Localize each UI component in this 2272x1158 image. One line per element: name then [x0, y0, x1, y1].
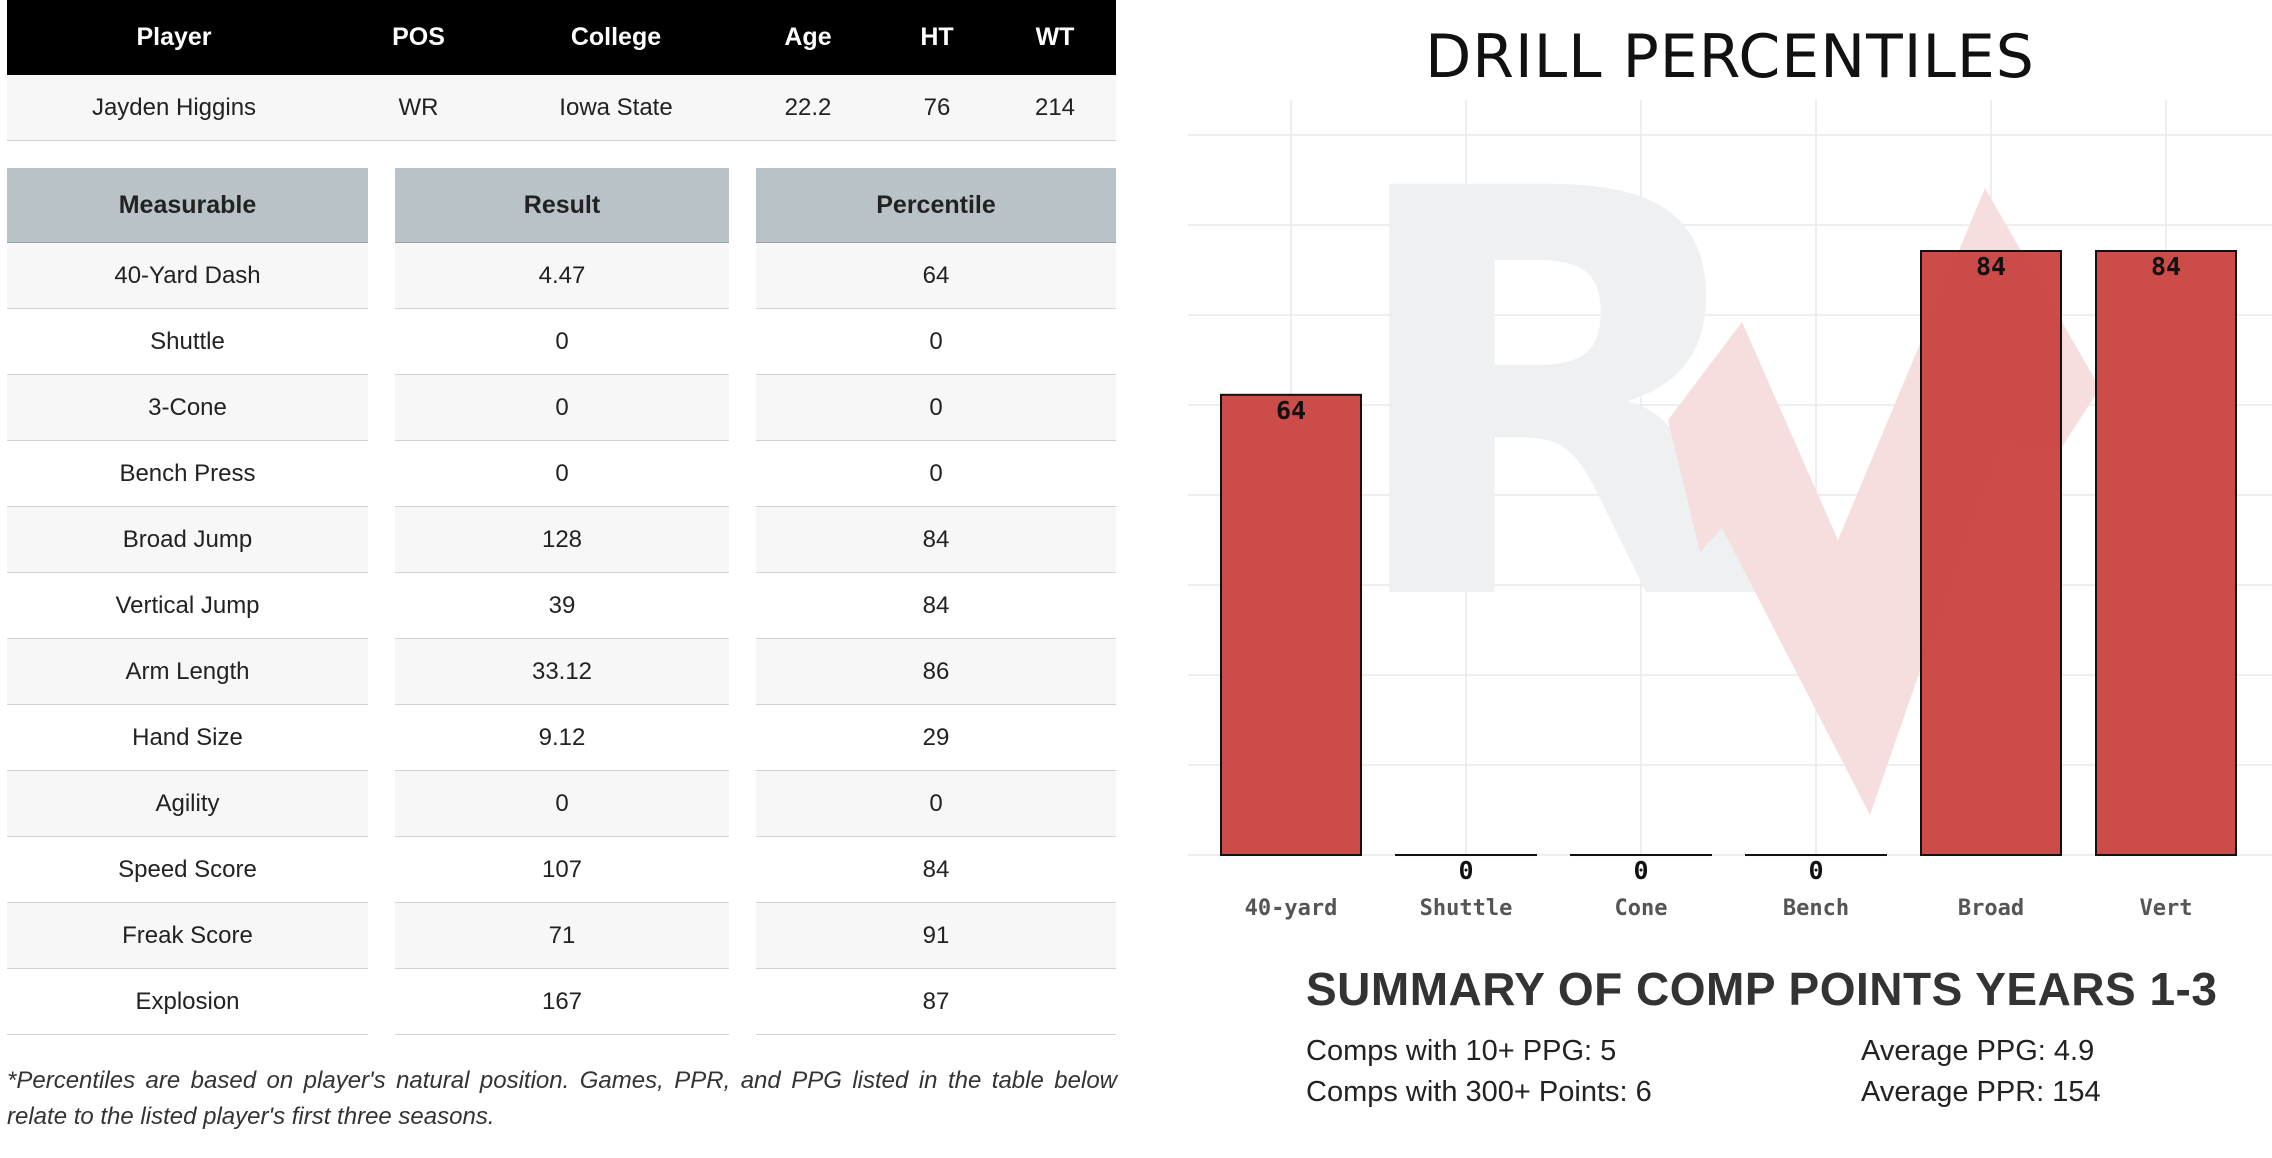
player-table-row: Jayden Higgins WR Iowa State 22.2 76 214 — [7, 75, 1116, 141]
percentile-cell: 87 — [756, 969, 1116, 1035]
average-ppg: Average PPG: 4.9 — [1861, 1035, 2095, 1067]
result-cell: 0 — [395, 309, 729, 375]
header-age: Age — [736, 0, 880, 75]
x-tick-label: Cone — [1615, 896, 1668, 921]
chart-title: DRILL PERCENTILES — [1425, 22, 2035, 92]
measurable-cell: Hand Size — [7, 705, 368, 771]
data-label: 64 — [1276, 396, 1306, 425]
percentile-cell: 84 — [756, 507, 1116, 573]
percentile-cell: 0 — [756, 309, 1116, 375]
result-cell: 0 — [395, 441, 729, 507]
player-pos: WR — [341, 75, 496, 141]
result-cell: 71 — [395, 903, 729, 969]
percentile-cell: 86 — [756, 639, 1116, 705]
x-tick-label: Vert — [2140, 896, 2193, 921]
bar-vert — [2095, 250, 2237, 856]
summary-title: SUMMARY OF COMP POINTS YEARS 1-3 — [1306, 963, 2218, 1015]
measurable-cell: Speed Score — [7, 837, 368, 903]
x-tick-label: Bench — [1783, 896, 1849, 921]
percentile-column: Percentile 64 0 0 0 84 84 86 29 0 84 91 87 — [756, 168, 1116, 1035]
x-tick-label: 40-yard — [1245, 896, 1338, 921]
comps-300-points: Comps with 300+ Points: 6 — [1306, 1076, 1652, 1108]
percentile-cell: 84 — [756, 837, 1116, 903]
player-info-table: Player POS College Age HT WT Jayden Higg… — [7, 0, 1116, 141]
footnote: *Percentiles are based on player's natur… — [7, 1067, 1117, 1130]
measurable-cell: Explosion — [7, 969, 368, 1035]
result-cell: 128 — [395, 507, 729, 573]
percentile-cell: 0 — [756, 375, 1116, 441]
x-tick-label: Broad — [1958, 896, 2024, 921]
percentile-cell: 64 — [756, 243, 1116, 309]
percentile-cell: 29 — [756, 705, 1116, 771]
header-college: College — [496, 0, 736, 75]
player-college: Iowa State — [496, 75, 736, 141]
header-pos: POS — [341, 0, 496, 75]
measurable-header: Measurable — [7, 168, 368, 243]
percentile-cell: 84 — [756, 573, 1116, 639]
average-ppr: Average PPR: 154 — [1861, 1076, 2101, 1108]
data-label: 0 — [1633, 856, 1648, 885]
measurable-cell: Arm Length — [7, 639, 368, 705]
measurable-column: Measurable 40-Yard Dash Shuttle 3-Cone Benc… — [7, 168, 368, 1035]
result-cell: 0 — [395, 771, 729, 837]
data-label: 84 — [1976, 252, 2006, 281]
data-label: 84 — [2151, 252, 2181, 281]
measurable-cell: 3-Cone — [7, 375, 368, 441]
result-cell: 9.12 — [395, 705, 729, 771]
player-table-header-row: Player POS College Age HT WT — [7, 0, 1116, 75]
player-age: 22.2 — [736, 75, 880, 141]
data-label: 0 — [1458, 856, 1473, 885]
x-tick-label: Shuttle — [1420, 896, 1513, 921]
drill-percentiles-chart: R6440-yard0Shuttle0Cone0Bench84Broad84Ve… — [1188, 73, 2272, 921]
measurable-cell: 40-Yard Dash — [7, 243, 368, 309]
result-cell: 4.47 — [395, 243, 729, 309]
header-wt: WT — [994, 0, 1116, 75]
player-name: Jayden Higgins — [7, 75, 341, 141]
result-column: Result 4.47 0 0 0 128 39 33.12 9.12 0 107 71 167 — [395, 168, 729, 1035]
result-header: Result — [395, 168, 729, 243]
percentile-cell: 0 — [756, 441, 1116, 507]
result-cell: 39 — [395, 573, 729, 639]
bar-broad — [1920, 250, 2062, 856]
percentile-cell: 0 — [756, 771, 1116, 837]
measurable-cell: Shuttle — [7, 309, 368, 375]
result-cell: 107 — [395, 837, 729, 903]
result-cell: 33.12 — [395, 639, 729, 705]
measurable-cell: Agility — [7, 771, 368, 837]
measurable-cell: Freak Score — [7, 903, 368, 969]
percentile-header: Percentile — [756, 168, 1116, 243]
header-player: Player — [7, 0, 341, 75]
result-cell: 0 — [395, 375, 729, 441]
percentile-cell: 91 — [756, 903, 1116, 969]
header-ht: HT — [880, 0, 994, 75]
player-weight: 214 — [994, 75, 1116, 141]
measurable-cell: Bench Press — [7, 441, 368, 507]
measurable-cell: Broad Jump — [7, 507, 368, 573]
data-label: 0 — [1808, 856, 1823, 885]
bar-40-yard — [1220, 393, 1362, 856]
result-cell: 167 — [395, 969, 729, 1035]
comps-10-ppg: Comps with 10+ PPG: 5 — [1306, 1035, 1617, 1067]
measurable-cell: Vertical Jump — [7, 573, 368, 639]
player-height: 76 — [880, 75, 994, 141]
